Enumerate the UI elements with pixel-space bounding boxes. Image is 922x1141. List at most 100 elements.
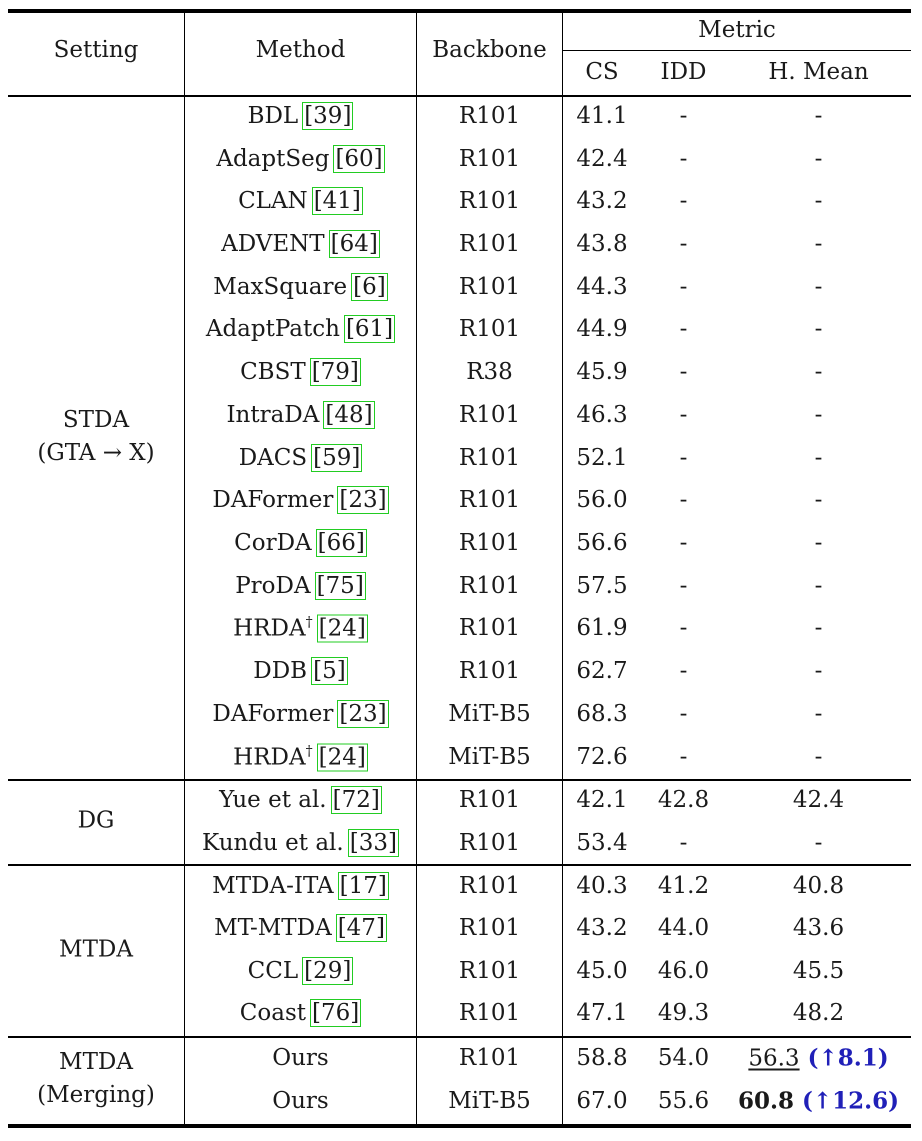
- col-divider-setting: [184, 13, 185, 1124]
- header-metric: Metric: [698, 17, 776, 43]
- header-idd: IDD: [660, 59, 707, 85]
- table-row-idd: -: [679, 402, 688, 428]
- hmean-value: -: [814, 274, 823, 300]
- table-row-idd: -: [679, 103, 688, 129]
- method-name: DDB: [253, 658, 308, 684]
- table-row-hmean: -: [726, 359, 911, 385]
- hmean-value: -: [814, 487, 823, 513]
- method-name: CLAN: [238, 188, 308, 214]
- group-label-stda: STDA (GTA → X): [8, 404, 184, 470]
- table-row-method: DAFormer [23]: [185, 700, 416, 728]
- table-row-backbone: R101: [458, 873, 521, 899]
- citation-link[interactable]: [17]: [337, 872, 389, 900]
- citation-link[interactable]: [66]: [315, 529, 367, 557]
- citation-link[interactable]: [41]: [311, 187, 363, 215]
- table-row-method: HRDA† [24]: [185, 614, 416, 643]
- hmean-value: -: [814, 830, 823, 856]
- table-row-hmean: 45.5: [726, 958, 911, 984]
- method-name: HRDA: [233, 744, 306, 771]
- citation-link[interactable]: [24]: [316, 743, 368, 772]
- citation-link[interactable]: [33]: [347, 829, 399, 857]
- table-row-method: CCL [29]: [185, 957, 416, 985]
- table-row-hmean: 43.6: [726, 915, 911, 941]
- table-row-method: AdaptPatch [61]: [185, 315, 416, 343]
- table-row-backbone: R101: [458, 530, 521, 556]
- table-row-hmean: -: [726, 146, 911, 172]
- table-row-idd: -: [679, 445, 688, 471]
- hmean-value: -: [814, 103, 823, 129]
- citation-link[interactable]: [61]: [343, 315, 396, 343]
- table-row-method: Yue et al. [72]: [185, 786, 416, 814]
- citation-link[interactable]: [64]: [328, 230, 380, 258]
- table-row-backbone: R101: [458, 573, 521, 599]
- table-row-backbone: R101: [458, 402, 521, 428]
- table-row-method: MaxSquare [6]: [185, 273, 416, 301]
- citation-link[interactable]: [59]: [311, 444, 363, 472]
- table-row-hmean: -: [726, 615, 911, 641]
- top-rule: [8, 9, 911, 13]
- table-row-cs: 45.9: [576, 359, 628, 385]
- table-row-idd: -: [679, 744, 688, 770]
- method-name: CBST: [240, 359, 306, 385]
- citation-link[interactable]: [29]: [302, 957, 354, 985]
- citation-link[interactable]: [23]: [337, 700, 389, 728]
- table-row-method: AdaptSeg [60]: [185, 145, 416, 173]
- dagger-mark: †: [305, 743, 313, 760]
- citation-link[interactable]: [5]: [311, 657, 348, 685]
- col-divider-backbone: [562, 13, 563, 1124]
- citation-link[interactable]: [23]: [337, 486, 389, 514]
- table-row-hmean: 60.8 (↑12.6): [726, 1088, 911, 1115]
- hmean-value: -: [814, 744, 823, 770]
- method-name: DAFormer: [212, 701, 334, 727]
- table-row-cs: 43.2: [576, 915, 628, 941]
- dagger-mark: †: [305, 614, 313, 631]
- method-name: DAFormer: [212, 487, 334, 513]
- citation-link[interactable]: [60]: [333, 145, 385, 173]
- hmean-value: 40.8: [792, 873, 845, 899]
- group-label-mtda: MTDA: [8, 934, 184, 967]
- mtda-merging-rule: [8, 1036, 911, 1038]
- table-row-method: Kundu et al. [33]: [185, 829, 416, 857]
- citation-link[interactable]: [39]: [302, 102, 354, 130]
- hmean-value: -: [814, 658, 823, 684]
- hmean-value: -: [814, 188, 823, 214]
- method-name: HRDA: [233, 615, 306, 642]
- citation-link[interactable]: [47]: [335, 914, 387, 942]
- table-row-hmean: -: [726, 658, 911, 684]
- citation-link[interactable]: [72]: [330, 786, 382, 814]
- citation-link[interactable]: [48]: [323, 401, 375, 429]
- table-row-idd: -: [679, 231, 688, 257]
- table-row-cs: 62.7: [576, 658, 628, 684]
- table-row-method: IntraDA [48]: [185, 401, 416, 429]
- citation-link[interactable]: [24]: [316, 614, 368, 643]
- method-name: BDL: [247, 103, 299, 129]
- table-row-idd: 55.6: [657, 1088, 710, 1114]
- group-label-dg: DG: [8, 805, 184, 838]
- citation-link[interactable]: [79]: [309, 358, 361, 386]
- method-name: DACS: [238, 445, 308, 471]
- table-row-hmean: -: [726, 744, 911, 770]
- citation-link[interactable]: [6]: [351, 273, 388, 301]
- table-row-hmean: -: [726, 274, 911, 300]
- citation-link[interactable]: [75]: [314, 572, 366, 600]
- table-row-cs: 43.2: [576, 188, 628, 214]
- table-row-method: BDL [39]: [185, 102, 416, 130]
- table-row-method: DAFormer [23]: [185, 486, 416, 514]
- header-setting: Setting: [53, 37, 139, 63]
- table-row-method: Coast [76]: [185, 999, 416, 1027]
- citation-link[interactable]: [76]: [310, 999, 362, 1027]
- table-row-cs: 41.1: [576, 103, 628, 129]
- col-divider-method: [416, 13, 417, 1124]
- table-row-backbone: R101: [458, 958, 521, 984]
- table-row-backbone: MiT-B5: [448, 701, 531, 727]
- table-row-idd: -: [679, 658, 688, 684]
- table-row-idd: 42.8: [657, 787, 710, 813]
- table-row-cs: 42.1: [576, 787, 628, 813]
- header-rule: [8, 95, 911, 97]
- table-row-cs: 72.6: [576, 744, 628, 770]
- table-row-backbone: R101: [458, 487, 521, 513]
- table-row-method: ADVENT [64]: [185, 230, 416, 258]
- table-row-cs: 44.3: [576, 274, 628, 300]
- table-row-cs: 43.8: [576, 231, 628, 257]
- gain-badge: (↑12.6): [801, 1087, 900, 1115]
